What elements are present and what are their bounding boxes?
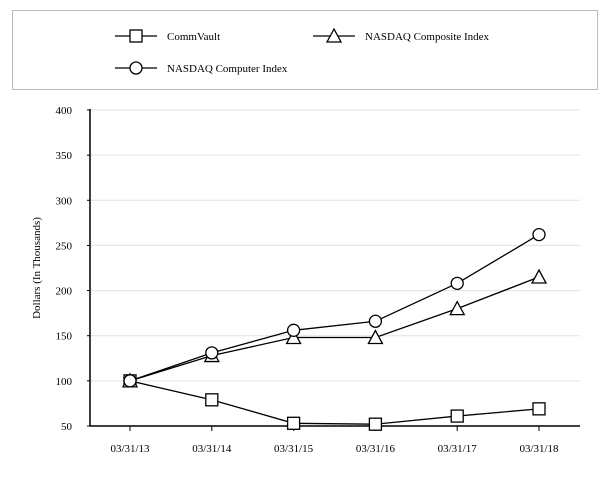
y-tick-label: 50 bbox=[61, 421, 73, 433]
data-point-square bbox=[205, 393, 219, 407]
data-point-circle bbox=[450, 276, 464, 290]
y-tick-label: 100 bbox=[56, 376, 73, 388]
x-tick-label: 03/31/13 bbox=[110, 443, 150, 455]
data-point-circle bbox=[368, 314, 383, 328]
data-point-circle bbox=[205, 346, 219, 360]
y-tick-label: 200 bbox=[56, 286, 73, 298]
data-point-square bbox=[368, 417, 383, 431]
data-point-square bbox=[532, 402, 546, 416]
data-point-triangle bbox=[367, 329, 384, 345]
series-line-circle bbox=[129, 234, 540, 382]
data-point-triangle bbox=[530, 268, 548, 284]
data-point-triangle bbox=[285, 329, 302, 345]
x-tick-label: 03/31/14 bbox=[192, 443, 232, 455]
data-point-triangle bbox=[449, 300, 466, 316]
legend-label: CommVault bbox=[167, 31, 220, 43]
data-point-square bbox=[286, 416, 301, 430]
legend-marker-circle bbox=[129, 61, 143, 75]
data-point-square bbox=[450, 409, 464, 423]
y-tick-label: 350 bbox=[56, 150, 73, 162]
series-line-triangle bbox=[129, 276, 540, 382]
y-axis-label: Dollars (In Thousands) bbox=[31, 217, 43, 319]
legend-marker-square bbox=[129, 29, 143, 43]
legend-label: NASDAQ Computer Index bbox=[167, 63, 288, 75]
legend-marker-triangle bbox=[325, 27, 343, 43]
x-tick-label: 03/31/17 bbox=[438, 443, 478, 455]
y-tick-label: 400 bbox=[56, 105, 73, 117]
series-line-square bbox=[129, 380, 540, 425]
data-point-circle bbox=[532, 227, 546, 242]
y-tick-label: 250 bbox=[56, 240, 73, 252]
y-tick-label: 150 bbox=[56, 331, 73, 343]
y-tick-label: 300 bbox=[56, 195, 73, 207]
data-point-circle bbox=[286, 323, 301, 337]
x-tick-label: 03/31/16 bbox=[356, 443, 396, 455]
x-tick-label: 03/31/18 bbox=[519, 443, 559, 455]
legend-box bbox=[12, 10, 598, 90]
x-tick-label: 03/31/15 bbox=[274, 443, 314, 455]
data-point-circle bbox=[123, 374, 137, 388]
legend-label: NASDAQ Composite Index bbox=[365, 31, 490, 43]
